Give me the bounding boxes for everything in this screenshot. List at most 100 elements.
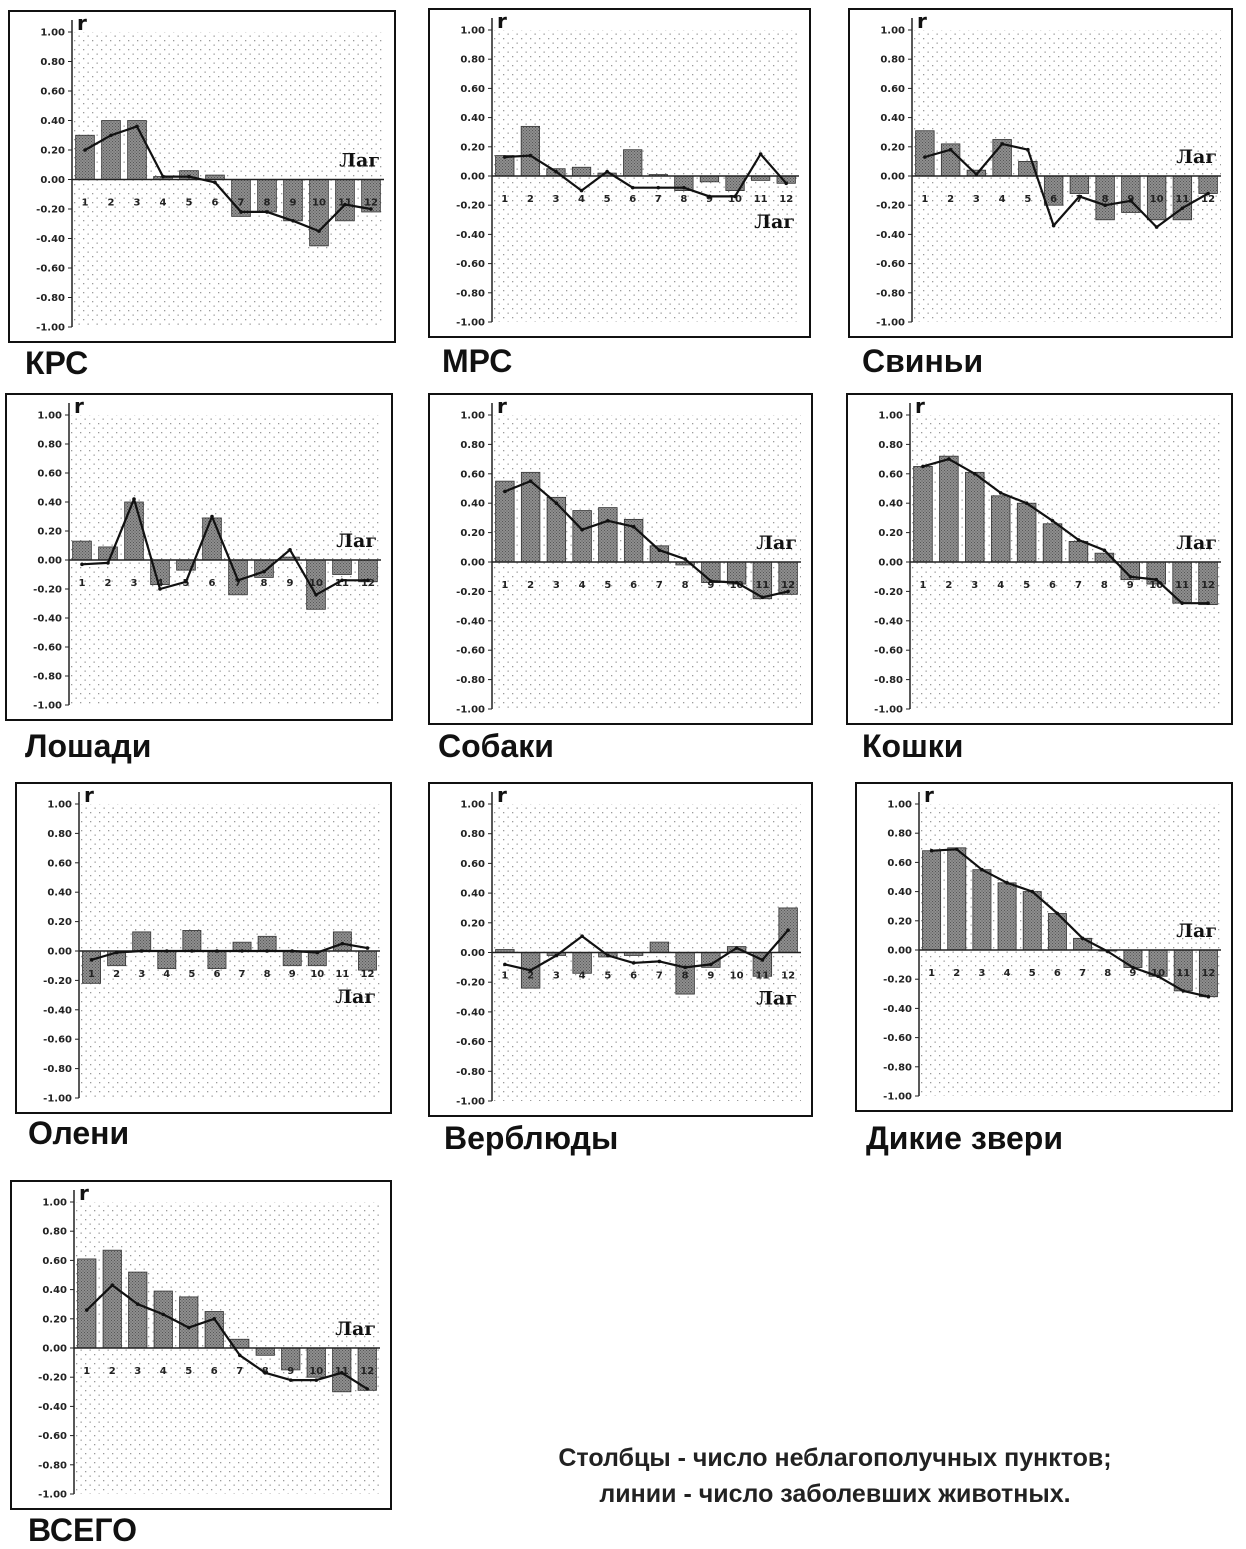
y-tick-label: -0.80 — [38, 1460, 67, 1471]
y-tick-label: 1.00 — [880, 26, 905, 37]
line-point — [84, 1308, 89, 1312]
x-tick-label: 9 — [289, 969, 296, 980]
line-point — [80, 562, 84, 567]
bar — [358, 950, 377, 971]
bar — [332, 931, 352, 952]
bar — [571, 166, 592, 177]
series-line — [504, 929, 789, 972]
x-tick-label: 5 — [1024, 194, 1031, 205]
x-tick-label: 6 — [1050, 194, 1057, 205]
line-point — [1180, 601, 1184, 605]
y-tick-label: 1.00 — [460, 26, 485, 37]
x-tick-label: 4 — [579, 580, 586, 591]
x-tick-label: 3 — [131, 578, 138, 589]
line-point — [1156, 974, 1160, 979]
line-point — [980, 867, 984, 872]
x-tick-label: 2 — [105, 578, 112, 589]
y-tick-label: -0.80 — [876, 288, 905, 299]
x-tick-label: 7 — [656, 580, 663, 591]
x-tick-label: 10 — [309, 1366, 323, 1377]
x-tick-label: 1 — [921, 194, 928, 205]
line-point — [135, 124, 139, 129]
line-point — [1103, 203, 1107, 207]
x-tick-label: 11 — [1175, 580, 1189, 591]
line-point — [1206, 994, 1211, 999]
x-tick-label: 8 — [680, 194, 687, 205]
line-point — [974, 172, 979, 177]
chart-title: Дикие звери — [866, 1120, 1064, 1156]
y-tick-label: 0.40 — [40, 116, 65, 127]
x-tick-label: 2 — [108, 198, 115, 209]
y-tick-label: -1.00 — [456, 705, 485, 716]
line-point — [186, 1325, 191, 1330]
x-tick-label: 6 — [630, 971, 637, 982]
line-point — [366, 578, 370, 583]
bar — [1198, 175, 1218, 194]
y-tick-label: 0.20 — [40, 146, 65, 157]
y-tick-label: 0.40 — [47, 888, 72, 899]
bar — [1016, 502, 1037, 563]
x-tick-label: 1 — [82, 198, 89, 209]
x-tick-label: 1 — [501, 971, 508, 982]
y-tick-label: -1.00 — [456, 318, 485, 329]
x-tick-label: 12 — [1201, 580, 1215, 591]
x-tick-label: 3 — [973, 194, 980, 205]
line-point — [734, 946, 739, 950]
x-tick-label: 6 — [211, 1366, 218, 1377]
bar — [990, 495, 1011, 563]
y-tick-label: -0.40 — [43, 1005, 72, 1016]
x-tick-label: 5 — [604, 580, 611, 591]
y-tick-label: 0.40 — [878, 499, 903, 510]
x-axis-label: Лаг — [754, 211, 795, 233]
series-line — [84, 125, 372, 233]
y-tick-label: -1.00 — [456, 1097, 485, 1108]
x-tick-label: 9 — [287, 1366, 294, 1377]
x-tick-label: 7 — [235, 578, 242, 589]
x-tick-label: 9 — [287, 578, 294, 589]
line-point — [288, 1378, 293, 1382]
chart-frame: 1.00 0.80 0.60 0.40 0.20 0.00 -0.20 -0.40 -0.60 -… — [10, 1180, 392, 1510]
bar — [182, 930, 202, 952]
footnote: Столбцы - число неблагополучных пунктов;… — [440, 1440, 1230, 1512]
x-tick-label: 7 — [655, 194, 662, 205]
x-tick-label: 4 — [999, 194, 1006, 205]
line-point — [317, 229, 321, 233]
line-point — [184, 579, 188, 584]
bar — [179, 1296, 199, 1349]
line-point — [315, 950, 320, 955]
x-tick-label: 1 — [79, 578, 86, 589]
line-point — [239, 210, 243, 214]
chart-svg: 1.00 0.80 0.60 0.40 0.20 0.00 -0.20 -0.40 -0.60 -… — [883, 784, 1221, 1103]
series-line — [931, 848, 1209, 998]
line-point — [1131, 965, 1135, 970]
line-point — [631, 961, 636, 965]
footnote-line-2: линии - число заболевших животных. — [599, 1480, 1071, 1508]
chart-title: Кошки — [862, 728, 964, 764]
x-tick-label: 7 — [1076, 194, 1083, 205]
y-tick-label: 0.00 — [878, 558, 903, 569]
y-tick-label: 0.60 — [880, 84, 905, 95]
line-point — [554, 169, 558, 174]
line-point — [1005, 881, 1009, 885]
y-tick-label: -0.20 — [36, 205, 65, 216]
chart-svg: 1.00 0.80 0.60 0.40 0.20 0.00 -0.20 -0.40 -0.60 -… — [456, 784, 801, 1108]
line-point — [340, 941, 345, 946]
line-point — [1076, 538, 1081, 542]
line-point — [263, 1371, 268, 1375]
x-tick-label: 2 — [947, 194, 954, 205]
line-point — [83, 148, 87, 152]
line-point — [158, 587, 162, 591]
line-point — [784, 181, 789, 186]
x-tick-label: 7 — [1079, 968, 1086, 979]
line-point — [503, 962, 507, 967]
x-tick-label: 6 — [212, 198, 219, 209]
y-tick-label: 0.40 — [460, 499, 485, 510]
line-point — [682, 185, 686, 190]
x-tick-label: 11 — [1175, 194, 1189, 205]
line-point — [290, 949, 295, 953]
y-tick-label: -0.20 — [456, 978, 485, 989]
line-point — [1105, 949, 1110, 954]
line-point — [109, 133, 113, 138]
y-tick-label: -0.20 — [456, 201, 485, 212]
x-tick-label: 12 — [1201, 968, 1215, 979]
